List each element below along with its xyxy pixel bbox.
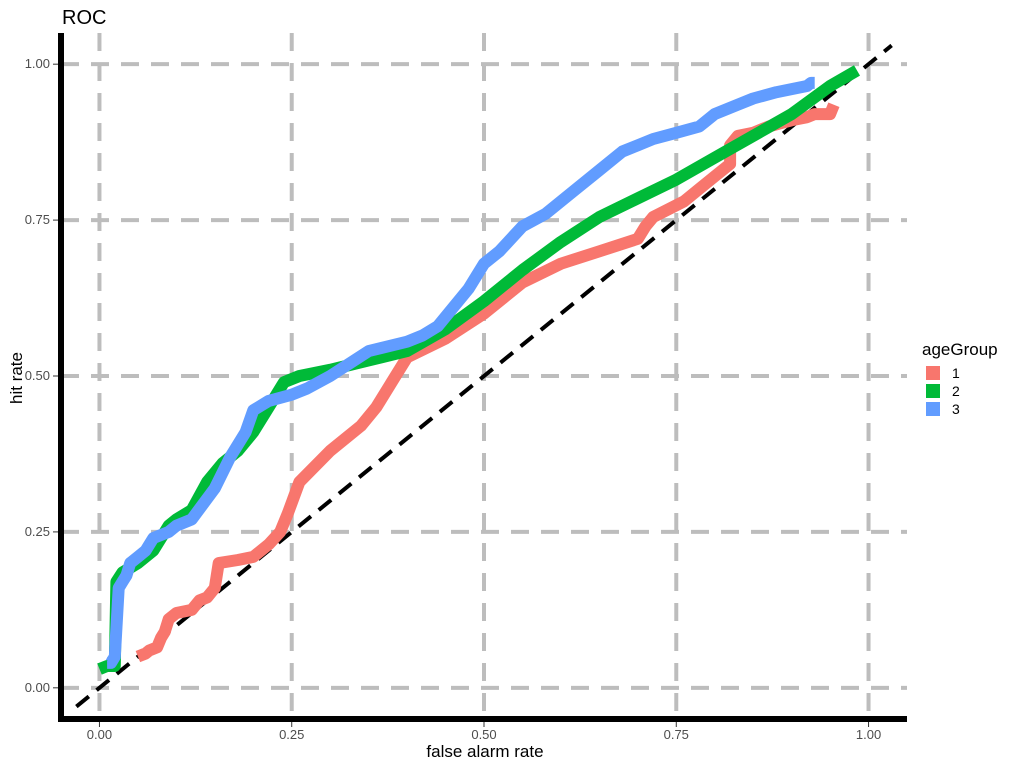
tick-labels: 0.00 0.25 0.50 0.75 1.00 0.00 0.25 0.50 0.75 1.00 xyxy=(25,56,882,742)
y-tick-label-0: 0.00 xyxy=(25,680,50,695)
chart-title: ROC xyxy=(62,7,106,29)
series-lines xyxy=(97,65,861,675)
legend-label-1: 1 xyxy=(952,365,960,381)
y-tick-label-1: 0.25 xyxy=(25,524,50,539)
reference-line xyxy=(75,43,893,709)
legend-key-2 xyxy=(926,384,940,398)
axes xyxy=(58,33,907,722)
series-line-1 xyxy=(135,102,840,663)
legend-label-2: 2 xyxy=(952,383,960,399)
legend-label-3: 3 xyxy=(952,401,960,417)
y-tick-label-3: 0.75 xyxy=(25,212,50,227)
legend: ageGroup 1 2 3 xyxy=(922,340,998,417)
x-tick-label-2: 0.50 xyxy=(471,727,496,742)
y-tick-label-4: 1.00 xyxy=(25,56,50,71)
grid-lines xyxy=(61,33,907,719)
reference-diagonal xyxy=(75,43,893,709)
x-tick-label-4: 1.00 xyxy=(856,727,881,742)
legend-title: ageGroup xyxy=(922,340,998,359)
x-tick-label-0: 0.00 xyxy=(87,727,112,742)
x-tick-label-3: 0.75 xyxy=(664,727,689,742)
legend-key-3 xyxy=(926,402,940,416)
legend-key-1 xyxy=(926,366,940,380)
y-axis-title: hit rate xyxy=(7,352,26,404)
series-line-3 xyxy=(105,76,817,669)
x-axis-title: false alarm rate xyxy=(426,742,543,761)
y-tick-label-2: 0.50 xyxy=(25,368,50,383)
x-tick-label-1: 0.25 xyxy=(279,727,304,742)
